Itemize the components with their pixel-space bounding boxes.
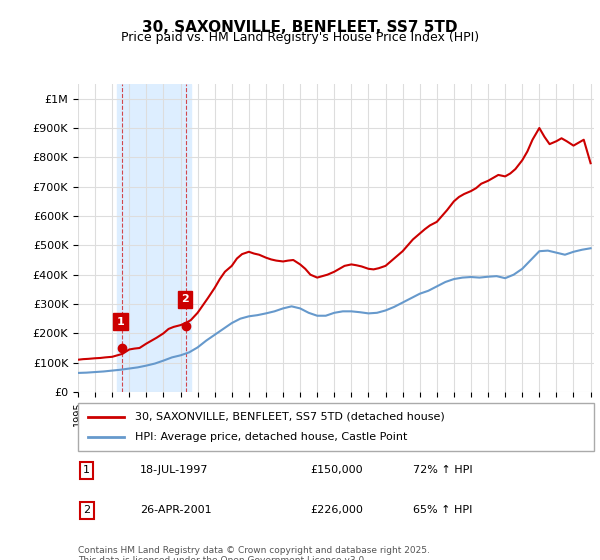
Text: 18-JUL-1997: 18-JUL-1997 bbox=[140, 465, 208, 475]
Text: Contains HM Land Registry data © Crown copyright and database right 2025.
This d: Contains HM Land Registry data © Crown c… bbox=[78, 546, 430, 560]
Text: 2: 2 bbox=[83, 505, 90, 515]
Text: Price paid vs. HM Land Registry's House Price Index (HPI): Price paid vs. HM Land Registry's House … bbox=[121, 31, 479, 44]
FancyBboxPatch shape bbox=[78, 403, 594, 451]
Text: 26-APR-2001: 26-APR-2001 bbox=[140, 505, 212, 515]
Bar bbox=[117, 84, 191, 392]
Text: 65% ↑ HPI: 65% ↑ HPI bbox=[413, 505, 473, 515]
Text: 1: 1 bbox=[116, 316, 124, 326]
Text: 72% ↑ HPI: 72% ↑ HPI bbox=[413, 465, 473, 475]
Text: 30, SAXONVILLE, BENFLEET, SS7 5TD: 30, SAXONVILLE, BENFLEET, SS7 5TD bbox=[142, 20, 458, 35]
Text: 1: 1 bbox=[83, 465, 90, 475]
Text: £226,000: £226,000 bbox=[310, 505, 363, 515]
Text: HPI: Average price, detached house, Castle Point: HPI: Average price, detached house, Cast… bbox=[135, 432, 407, 442]
Text: 30, SAXONVILLE, BENFLEET, SS7 5TD (detached house): 30, SAXONVILLE, BENFLEET, SS7 5TD (detac… bbox=[135, 412, 445, 422]
Text: £150,000: £150,000 bbox=[310, 465, 363, 475]
Text: 2: 2 bbox=[181, 294, 188, 304]
